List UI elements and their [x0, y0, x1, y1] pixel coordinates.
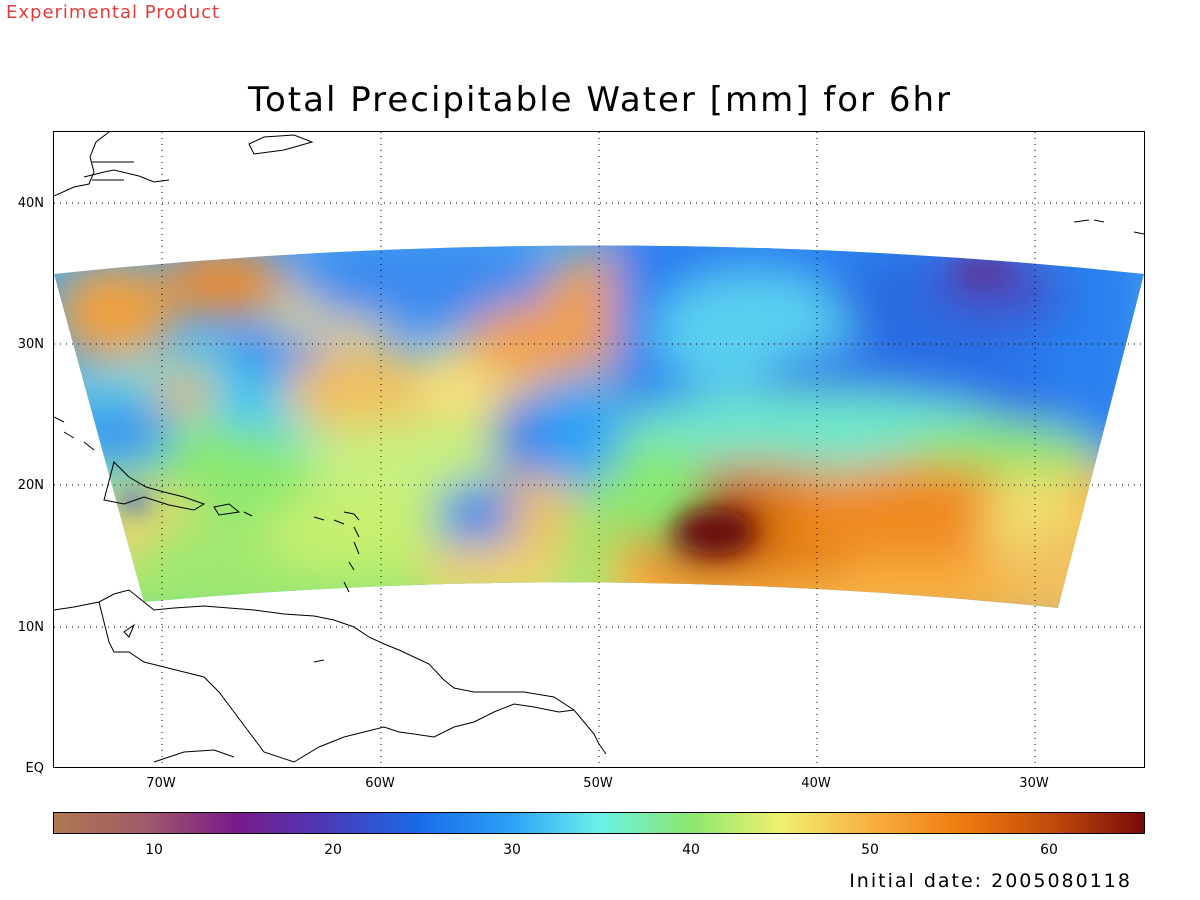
- experimental-tag: Experimental Product: [6, 2, 221, 23]
- colorbar-tick-40: 40: [682, 842, 700, 858]
- lon-label-50w: 50W: [583, 776, 613, 791]
- initial-date-label: Initial date: 2005080118: [849, 870, 1132, 892]
- colorbar-tick-60: 60: [1040, 842, 1058, 858]
- lon-label-40w: 40W: [801, 776, 831, 791]
- colorbar-tick-10: 10: [145, 842, 163, 858]
- tpw-swath: [54, 245, 1144, 608]
- colorbar-tick-30: 30: [503, 842, 521, 858]
- lat-label-eq: EQ: [25, 761, 44, 776]
- lat-label-20n: 20N: [17, 478, 44, 493]
- coastlines: [54, 132, 1144, 763]
- lat-label-40n: 40N: [17, 196, 44, 211]
- map-frame: [53, 131, 1145, 768]
- lon-label-60w: 60W: [365, 776, 395, 791]
- color-scale-bar: [53, 812, 1145, 834]
- lat-label-10n: 10N: [17, 620, 44, 635]
- tpw-field-map: [54, 132, 1144, 767]
- map-title: Total Precipitable Water [mm] for 6hr: [248, 80, 952, 120]
- lon-label-30w: 30W: [1019, 776, 1049, 791]
- lat-label-30n: 30N: [17, 337, 44, 352]
- colorbar-tick-20: 20: [324, 842, 342, 858]
- lon-label-70w: 70W: [146, 776, 176, 791]
- colorbar-tick-50: 50: [861, 842, 879, 858]
